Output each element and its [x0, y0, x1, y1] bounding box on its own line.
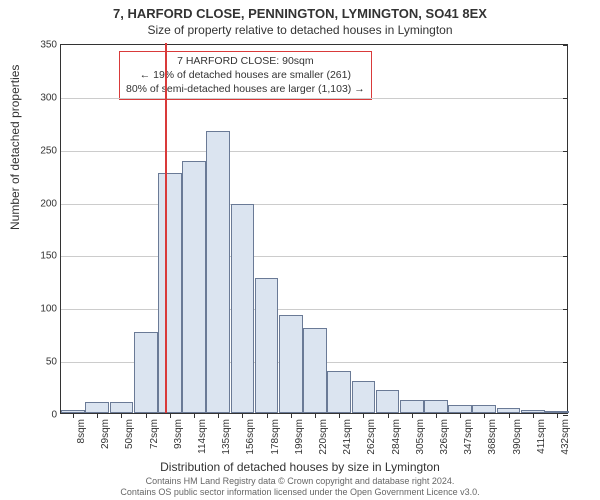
- x-tick-label: 347sqm: [463, 419, 474, 455]
- annotation-line1: 7 HARFORD CLOSE: 90sqm: [126, 54, 365, 68]
- y-tick-mark: [563, 151, 568, 152]
- x-tick-label: 50sqm: [124, 419, 135, 449]
- grid-line: [61, 151, 567, 152]
- grid-line: [61, 204, 567, 205]
- x-tick-mark: [194, 413, 195, 418]
- x-tick-mark: [146, 413, 147, 418]
- x-tick-label: 93sqm: [173, 419, 184, 449]
- y-tick-label: 350: [40, 40, 61, 51]
- x-axis-label: Distribution of detached houses by size …: [0, 460, 600, 474]
- y-tick-label: 150: [40, 251, 61, 262]
- x-tick-label: 199sqm: [294, 419, 305, 455]
- x-tick-label: 368sqm: [487, 419, 498, 455]
- x-tick-mark: [339, 413, 340, 418]
- y-tick-label: 0: [51, 410, 61, 421]
- x-tick-label: 220sqm: [318, 419, 329, 455]
- histogram-bar: [448, 405, 472, 413]
- y-tick-mark: [563, 415, 568, 416]
- histogram-bar: [85, 402, 109, 413]
- histogram-bar: [279, 315, 303, 413]
- y-tick-mark: [563, 204, 568, 205]
- histogram-bar: [424, 400, 448, 413]
- y-tick-mark: [563, 98, 568, 99]
- histogram-bar: [376, 390, 400, 413]
- y-tick-mark: [563, 309, 568, 310]
- x-tick-label: 432sqm: [560, 419, 571, 455]
- y-tick-label: 100: [40, 304, 61, 315]
- x-tick-mark: [557, 413, 558, 418]
- x-tick-label: 411sqm: [536, 419, 547, 454]
- y-tick-label: 300: [40, 92, 61, 103]
- footer-line1: Contains HM Land Registry data © Crown c…: [0, 476, 600, 487]
- y-tick-label: 50: [46, 357, 61, 368]
- histogram-bar: [327, 371, 351, 413]
- chart-container: 7, HARFORD CLOSE, PENNINGTON, LYMINGTON,…: [0, 0, 600, 500]
- histogram-bar: [206, 131, 230, 413]
- x-tick-mark: [242, 413, 243, 418]
- x-tick-label: 114sqm: [197, 419, 208, 454]
- histogram-bar: [158, 173, 182, 413]
- x-tick-mark: [533, 413, 534, 418]
- y-tick-mark: [563, 256, 568, 257]
- x-tick-label: 241sqm: [342, 419, 353, 455]
- x-tick-mark: [218, 413, 219, 418]
- x-tick-label: 305sqm: [415, 419, 426, 455]
- x-tick-mark: [484, 413, 485, 418]
- histogram-bar: [255, 278, 279, 413]
- histogram-bar: [400, 400, 424, 413]
- x-tick-mark: [291, 413, 292, 418]
- y-tick-mark: [563, 45, 568, 46]
- x-tick-mark: [121, 413, 122, 418]
- x-tick-label: 8sqm: [76, 419, 87, 443]
- x-tick-label: 72sqm: [149, 419, 160, 449]
- x-tick-label: 262sqm: [366, 419, 377, 455]
- histogram-bar: [134, 332, 158, 413]
- histogram-bar: [472, 405, 496, 413]
- annotation-line3: 80% of semi-detached houses are larger (…: [126, 82, 365, 96]
- histogram-bar: [110, 402, 134, 413]
- annotation-box: 7 HARFORD CLOSE: 90sqm ← 19% of detached…: [119, 51, 372, 100]
- x-tick-label: 326sqm: [439, 419, 450, 455]
- x-tick-label: 390sqm: [512, 419, 523, 455]
- grid-line: [61, 256, 567, 257]
- histogram-bar: [231, 204, 255, 413]
- footer-line2: Contains OS public sector information li…: [0, 487, 600, 498]
- y-tick-label: 250: [40, 145, 61, 156]
- histogram-bar: [182, 161, 206, 413]
- x-tick-mark: [509, 413, 510, 418]
- x-tick-mark: [460, 413, 461, 418]
- footer: Contains HM Land Registry data © Crown c…: [0, 476, 600, 499]
- y-tick-mark: [563, 362, 568, 363]
- histogram-bar: [352, 381, 376, 413]
- x-tick-mark: [97, 413, 98, 418]
- x-tick-mark: [267, 413, 268, 418]
- x-tick-label: 29sqm: [100, 419, 111, 449]
- x-tick-label: 135sqm: [221, 419, 232, 455]
- x-tick-label: 156sqm: [245, 419, 256, 455]
- x-tick-mark: [388, 413, 389, 418]
- x-tick-mark: [315, 413, 316, 418]
- x-tick-label: 178sqm: [270, 419, 281, 455]
- property-marker-line: [165, 43, 167, 413]
- grid-line: [61, 309, 567, 310]
- chart-subtitle: Size of property relative to detached ho…: [0, 21, 600, 37]
- x-tick-mark: [412, 413, 413, 418]
- chart-title: 7, HARFORD CLOSE, PENNINGTON, LYMINGTON,…: [0, 0, 600, 21]
- x-tick-label: 284sqm: [391, 419, 402, 455]
- grid-line: [61, 98, 567, 99]
- x-tick-mark: [170, 413, 171, 418]
- histogram-bar: [303, 328, 327, 413]
- x-tick-mark: [436, 413, 437, 418]
- annotation-line2: ← 19% of detached houses are smaller (26…: [126, 68, 365, 82]
- plot-area: 7 HARFORD CLOSE: 90sqm ← 19% of detached…: [60, 44, 568, 414]
- x-tick-mark: [73, 413, 74, 418]
- y-axis-label: Number of detached properties: [8, 65, 22, 230]
- x-tick-mark: [363, 413, 364, 418]
- y-tick-label: 200: [40, 198, 61, 209]
